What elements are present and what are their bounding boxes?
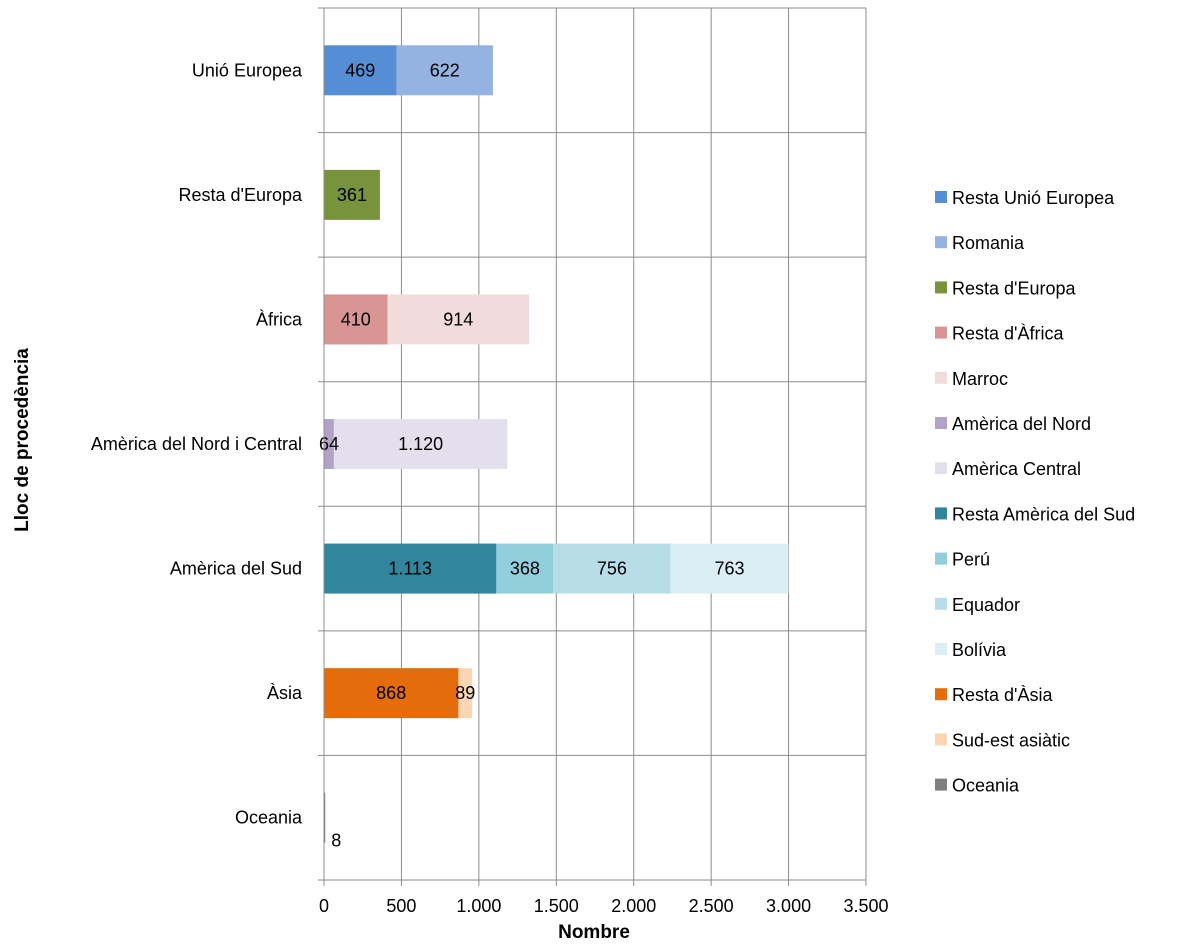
- legend-item: Resta Unió Europea: [935, 188, 1115, 208]
- legend-item: Equador: [935, 595, 1020, 615]
- legend-swatch: [935, 643, 947, 655]
- x-tick-label: 3.000: [766, 896, 811, 916]
- legend: Resta Unió Europea Romania Resta d'Europa R…: [935, 188, 1135, 796]
- x-tick-label: 1.000: [456, 896, 501, 916]
- bar-segment: [458, 668, 473, 719]
- legend-item: Romania: [935, 233, 1025, 253]
- bar-segment: [324, 294, 388, 345]
- category-label: Amèrica del Sud: [170, 559, 302, 579]
- legend-swatch: [935, 281, 947, 294]
- x-tick-label: 0: [319, 896, 329, 916]
- x-axis-title: Nombre: [558, 922, 630, 943]
- legend-label: Perú: [952, 550, 990, 570]
- category-label: Oceania: [235, 808, 303, 828]
- bar-segment: [396, 45, 493, 96]
- legend-label: Equador: [952, 595, 1020, 615]
- legend-item: Resta d'Àsia: [935, 685, 1053, 705]
- legend-swatch: [935, 597, 947, 610]
- legend-item: Resta Amèrica del Sud: [935, 504, 1135, 524]
- legend-swatch: [935, 507, 947, 520]
- data-label: 1.113: [388, 559, 432, 579]
- data-label: 410: [341, 309, 371, 329]
- legend-label: Resta Amèrica del Sud: [952, 504, 1135, 524]
- legend-label: Resta d'Àsia: [952, 685, 1053, 705]
- x-tick-label: 2.000: [611, 896, 656, 916]
- data-label: 1.120: [398, 434, 443, 454]
- data-label: 368: [510, 559, 540, 579]
- category-label: Àfrica: [256, 309, 303, 329]
- data-label: 361: [337, 185, 367, 205]
- data-label: 756: [597, 559, 627, 579]
- legend-item: Resta d'Europa: [935, 278, 1077, 298]
- data-labels: 469 622 361 410 914 64 1.120 1.113 368 756 763 868 8…: [319, 60, 745, 850]
- legend-item: Perú: [935, 550, 990, 570]
- legend-label: Resta d'Àfrica: [952, 324, 1064, 344]
- legend-item: Bolívia: [935, 640, 1007, 660]
- legend-swatch: [935, 236, 947, 249]
- category-label: Amèrica del Nord i Central: [91, 434, 302, 454]
- bar-segment: [553, 543, 671, 594]
- legend-swatch: [935, 462, 947, 475]
- x-tick-label: 500: [386, 896, 416, 916]
- legend-swatch: [935, 417, 947, 429]
- x-tick-label: 1.500: [534, 896, 579, 916]
- bar-segment: [496, 543, 554, 594]
- bar-segment: [324, 543, 497, 594]
- legend-item: Resta d'Àfrica: [935, 324, 1064, 344]
- legend-label: Bolívia: [952, 640, 1007, 660]
- data-label: 763: [714, 559, 744, 579]
- bars: [324, 45, 789, 843]
- legend-swatch: [935, 552, 947, 565]
- y-axis-title: Lloc de procedència: [12, 348, 33, 532]
- axes: [318, 7, 867, 886]
- bar-segment: [324, 45, 397, 96]
- legend-label: Oceania: [952, 776, 1020, 796]
- legend-item: Oceania: [935, 776, 1020, 796]
- legend-item: Amèrica Central: [935, 459, 1081, 479]
- bar-segment: [387, 294, 530, 345]
- category-label: Unió Europea: [192, 60, 303, 80]
- bar-segment: [324, 792, 326, 843]
- legend-label: Amèrica Central: [952, 459, 1081, 479]
- legend-item: Amèrica del Nord: [935, 414, 1091, 434]
- x-tick-label: 3.500: [843, 896, 888, 916]
- legend-swatch: [935, 778, 947, 791]
- data-label: 622: [430, 60, 460, 80]
- category-labels: Unió Europea Resta d'Europa Àfrica Amèrica …: [91, 60, 303, 827]
- legend-label: Resta Unió Europea: [952, 188, 1115, 208]
- bar-segment: [333, 419, 508, 469]
- legend-swatch: [935, 688, 947, 701]
- bar-segment: [324, 419, 334, 469]
- legend-label: Romania: [952, 233, 1025, 253]
- data-label: 89: [455, 683, 475, 703]
- data-label: 64: [319, 434, 339, 454]
- legend-label: Amèrica del Nord: [952, 414, 1091, 434]
- legend-label: Resta d'Europa: [952, 278, 1077, 298]
- bar-segment: [324, 668, 459, 719]
- legend-swatch: [935, 191, 947, 203]
- gridlines: [324, 7, 867, 880]
- data-label: 868: [376, 683, 406, 703]
- bar-segment: [324, 169, 380, 220]
- legend-swatch: [935, 326, 947, 339]
- category-label: Resta d'Europa: [178, 185, 303, 205]
- legend-item: Sud-est asiàtic: [935, 730, 1070, 750]
- x-tick-label: 2.500: [689, 896, 734, 916]
- data-label: 469: [345, 60, 375, 80]
- legend-label: Marroc: [952, 369, 1008, 389]
- legend-swatch: [935, 733, 947, 746]
- legend-swatch: [935, 371, 947, 384]
- data-label: 8: [331, 831, 341, 851]
- category-label: Àsia: [267, 683, 303, 703]
- bar-segment: [670, 543, 789, 594]
- data-label: 914: [443, 309, 473, 329]
- x-tick-labels: 0 500 1.000 1.500 2.000 2.500 3.000 3.500: [319, 896, 889, 916]
- legend-label: Sud-est asiàtic: [952, 730, 1070, 750]
- legend-item: Marroc: [935, 369, 1008, 389]
